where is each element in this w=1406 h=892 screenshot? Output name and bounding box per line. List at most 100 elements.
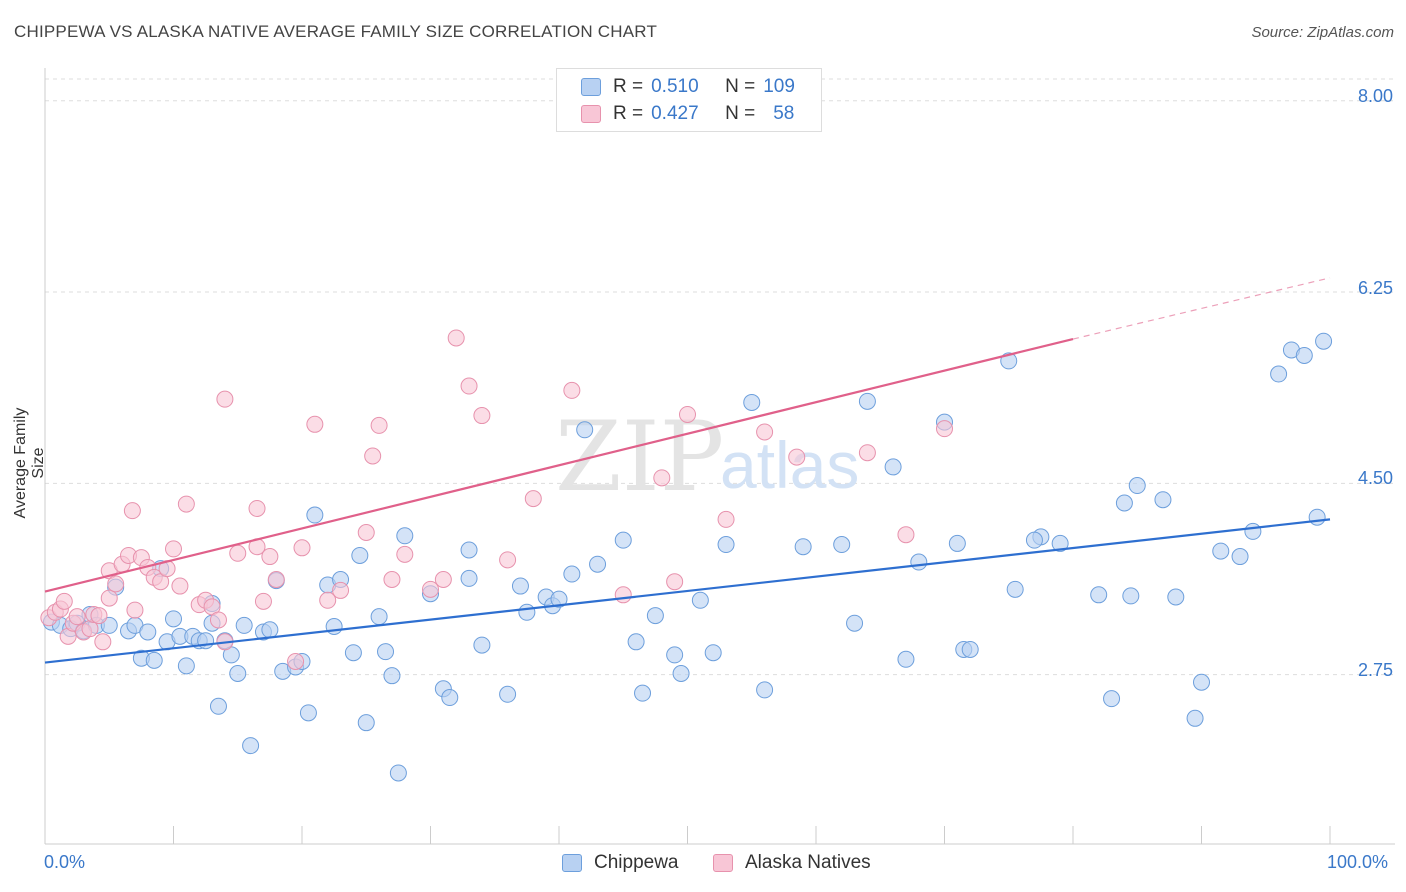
alaska-point	[177, 495, 195, 513]
alaska-point	[364, 447, 382, 465]
source-label: Source: ZipAtlas.com	[1251, 24, 1394, 41]
chippewa-point	[299, 704, 317, 722]
chippewa-point	[897, 650, 915, 668]
chippewa-point	[145, 651, 163, 669]
chippewa-point	[666, 646, 684, 664]
legend-item-alaska[interactable]: Alaska Natives	[713, 852, 871, 874]
chippewa-point	[1193, 673, 1210, 691]
alaska-point	[319, 591, 337, 609]
legend-label-alaska: Alaska Natives	[745, 852, 871, 873]
chippewa-point	[794, 538, 812, 556]
alaska-point	[229, 544, 247, 562]
y-tick-label: 2.75	[1357, 660, 1393, 680]
alaska-point	[123, 502, 141, 520]
chippewa-point	[704, 644, 722, 662]
alaska-point	[422, 580, 439, 598]
chippewa-point	[627, 633, 645, 651]
alaska-point	[216, 390, 234, 408]
series-legend: Chippewa Alaska Natives	[0, 852, 1406, 878]
chippewa-point	[563, 565, 581, 583]
chippewa-point	[550, 590, 568, 608]
chippewa-point	[743, 393, 761, 411]
alaska-trend-line	[44, 337, 1074, 593]
watermark-atlas: atlas	[720, 428, 859, 502]
alaska-point	[563, 381, 581, 399]
alaska-point	[383, 571, 401, 589]
chippewa-point	[389, 764, 407, 782]
chippewa-point	[344, 644, 362, 662]
chippewa-point	[576, 421, 594, 439]
alaska-point	[306, 415, 324, 433]
chippewa-point	[1167, 588, 1185, 606]
x-tick-label-min: 0.0%	[44, 852, 86, 872]
chippewa-point	[370, 608, 388, 626]
chippewa-point	[383, 667, 401, 685]
legend-row-alaska: R = 0.427 N = 58	[581, 101, 794, 127]
chippewa-point	[499, 685, 517, 703]
chippewa-point	[646, 607, 664, 625]
chippewa-swatch	[581, 78, 601, 96]
chippewa-point	[441, 689, 459, 707]
r-label: R =	[613, 76, 644, 97]
chippewa-point	[1051, 534, 1069, 552]
n-value-alaska: 58	[773, 103, 795, 124]
chippewa-point	[511, 577, 529, 595]
chippewa-point	[833, 536, 851, 554]
chippewa-point	[209, 697, 227, 715]
chippewa-point	[858, 392, 876, 410]
alaska-point	[261, 548, 279, 566]
chippewa-point	[396, 527, 414, 545]
chippewa-point	[177, 657, 195, 675]
chippewa-point	[1295, 346, 1313, 364]
chippewa-point	[473, 636, 491, 654]
alaska-point	[370, 416, 388, 434]
alaska-point	[165, 540, 182, 558]
chippewa-point	[1186, 709, 1204, 727]
chippewa-point	[1212, 542, 1230, 560]
chippewa-point	[306, 506, 324, 524]
alaska-point	[666, 573, 684, 591]
stats-legend: R = 0.510 N = 109 R = 0.427 N = 58	[556, 68, 822, 132]
n-value-chippewa: 109	[763, 76, 795, 97]
chippewa-point	[884, 458, 902, 476]
chippewa-point	[1244, 522, 1262, 540]
alaska-trend-extension	[1072, 277, 1331, 340]
chippewa-point	[1115, 494, 1133, 512]
chippewa-point	[846, 614, 864, 632]
legend-row-chippewa: R = 0.510 N = 109	[581, 74, 795, 100]
alaska-point	[287, 652, 305, 670]
chippewa-point	[1006, 580, 1024, 598]
chippewa-point	[1315, 332, 1333, 350]
alaska-point	[653, 469, 671, 487]
chippewa-point	[139, 623, 157, 641]
alaska-point	[248, 499, 266, 517]
chippewa-point	[1103, 690, 1121, 708]
alaska-point	[614, 586, 632, 604]
alaska-point	[357, 524, 375, 542]
alaska-point	[396, 545, 414, 563]
chippewa-point	[961, 640, 979, 658]
alaska-point	[756, 423, 774, 441]
alaska-point	[209, 611, 227, 629]
alaska-point	[499, 551, 517, 569]
chippewa-trend-line	[44, 518, 1331, 664]
alaska-point	[94, 633, 112, 651]
chart-title: CHIPPEWA VS ALASKA NATIVE AVERAGE FAMILY…	[14, 22, 658, 41]
alaska-point	[897, 526, 915, 544]
alaska-point	[267, 571, 285, 589]
chippewa-point	[1270, 365, 1288, 383]
alaska-swatch	[581, 105, 601, 123]
alaska-point	[100, 589, 118, 607]
legend-label-chippewa: Chippewa	[594, 852, 679, 873]
chippewa-point	[1308, 508, 1326, 526]
legend-item-chippewa[interactable]: Chippewa	[562, 852, 679, 874]
chippewa-point	[1090, 586, 1108, 604]
alaska-swatch	[713, 854, 733, 872]
chippewa-point	[357, 714, 375, 732]
chippewa-point	[165, 610, 182, 628]
chippewa-point	[377, 643, 395, 661]
chippewa-point	[910, 553, 928, 571]
chippewa-point	[325, 618, 343, 636]
chippewa-point	[1128, 477, 1146, 495]
